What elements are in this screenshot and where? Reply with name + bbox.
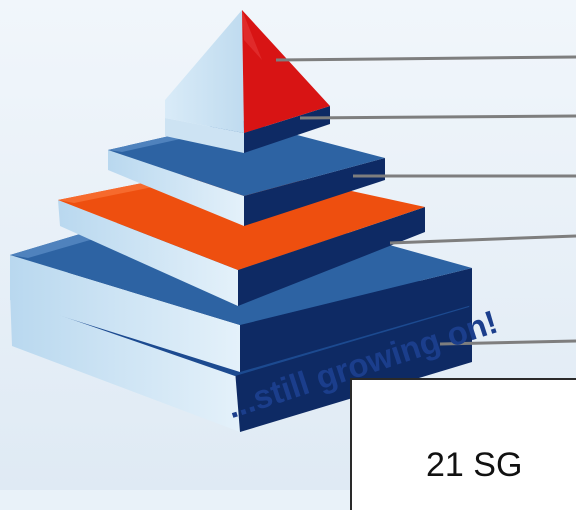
info-box-text: 21 SG xyxy=(426,446,523,484)
callout-line-4 xyxy=(389,234,576,245)
pyramid-diagram xyxy=(0,0,576,490)
info-box xyxy=(350,378,576,510)
callout-line-5 xyxy=(439,339,576,346)
callout-line-1 xyxy=(275,55,576,62)
callout-line-2 xyxy=(299,114,576,120)
callout-lines xyxy=(275,55,576,346)
pyramid-apex xyxy=(165,10,330,133)
